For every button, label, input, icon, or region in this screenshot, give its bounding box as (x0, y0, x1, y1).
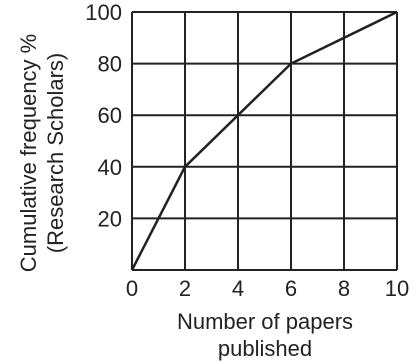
x-tick-label-6: 6 (285, 276, 297, 301)
y-axis-title-line-2: (Research Scholars) (43, 53, 68, 254)
y-tick-label-20: 20 (98, 206, 122, 231)
x-tick-label-2: 2 (179, 276, 191, 301)
grid (132, 11, 398, 270)
y-axis-title-line-1: Cumulative frequency % (16, 34, 41, 272)
y-tick-label-40: 40 (98, 155, 122, 180)
x-tick-label-10: 10 (385, 276, 409, 301)
y-tick-label-80: 80 (98, 52, 122, 77)
x-axis-title-line-2: published (218, 336, 312, 361)
series (130, 10, 398, 271)
x-tick-label-4: 4 (232, 276, 244, 301)
cumulative-frequency-line (130, 10, 398, 271)
x-tick-label-8: 8 (338, 276, 350, 301)
axes (131, 12, 397, 271)
x-tick-label-0: 0 (126, 276, 138, 301)
tick-labels: 0 2 4 6 8 10 20 40 60 80 100 (85, 0, 409, 301)
y-tick-label-100: 100 (85, 0, 122, 25)
y-tick-label-60: 60 (98, 103, 122, 128)
x-axis-title-line-1: Number of papers (177, 309, 353, 334)
